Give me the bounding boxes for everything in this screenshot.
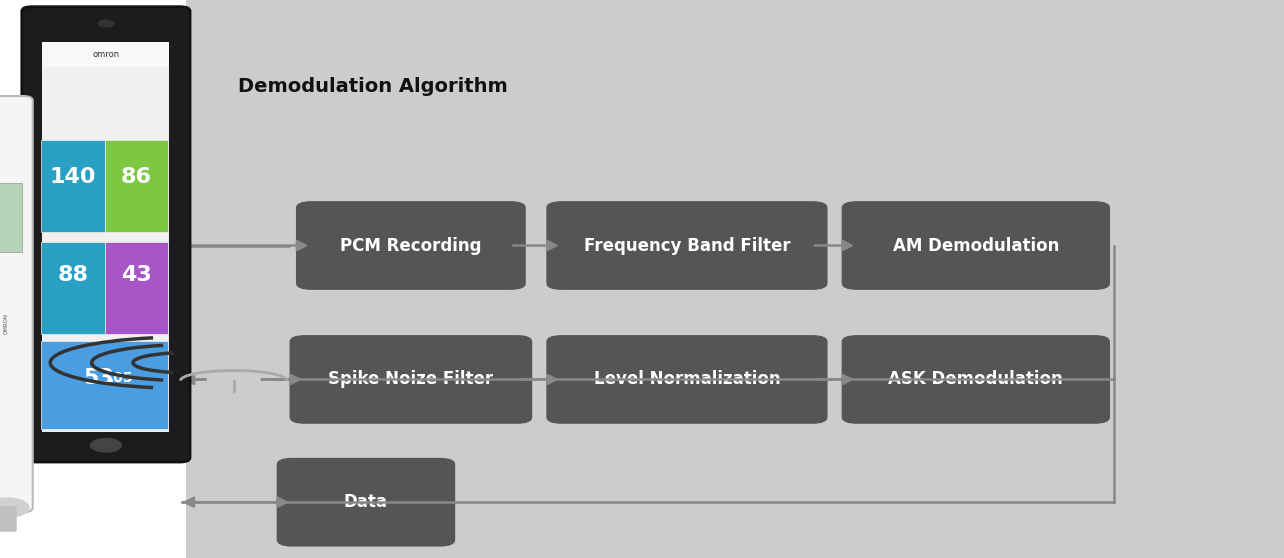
Text: Frequency Band Filter: Frequency Band Filter xyxy=(584,237,790,254)
FancyBboxPatch shape xyxy=(105,242,168,334)
Text: 53: 53 xyxy=(83,368,114,388)
FancyBboxPatch shape xyxy=(207,348,261,385)
FancyBboxPatch shape xyxy=(0,96,33,512)
Text: 140: 140 xyxy=(50,167,96,186)
Text: .05: .05 xyxy=(109,371,134,384)
Text: OMRON: OMRON xyxy=(4,313,9,334)
FancyBboxPatch shape xyxy=(42,42,169,432)
Text: Level Normalization: Level Normalization xyxy=(593,371,781,388)
FancyBboxPatch shape xyxy=(547,335,827,424)
Text: AM Demodulation: AM Demodulation xyxy=(892,237,1059,254)
Text: 86: 86 xyxy=(121,167,152,186)
Text: 88: 88 xyxy=(58,265,89,285)
FancyBboxPatch shape xyxy=(41,340,168,429)
Circle shape xyxy=(99,20,114,27)
Text: ASK Demodulation: ASK Demodulation xyxy=(889,371,1063,388)
FancyBboxPatch shape xyxy=(842,335,1109,424)
FancyBboxPatch shape xyxy=(547,201,827,290)
FancyBboxPatch shape xyxy=(105,140,168,232)
FancyBboxPatch shape xyxy=(22,7,190,462)
FancyBboxPatch shape xyxy=(289,335,532,424)
Text: Data: Data xyxy=(344,493,388,511)
Circle shape xyxy=(90,439,121,452)
Text: PCM Recording: PCM Recording xyxy=(340,237,482,254)
FancyBboxPatch shape xyxy=(842,201,1109,290)
FancyBboxPatch shape xyxy=(41,140,105,232)
FancyBboxPatch shape xyxy=(186,0,1284,558)
Circle shape xyxy=(0,498,30,518)
Text: 43: 43 xyxy=(121,265,152,285)
FancyBboxPatch shape xyxy=(276,458,455,547)
FancyBboxPatch shape xyxy=(41,242,105,334)
FancyBboxPatch shape xyxy=(42,42,169,67)
FancyBboxPatch shape xyxy=(0,506,17,532)
FancyBboxPatch shape xyxy=(295,201,526,290)
FancyBboxPatch shape xyxy=(0,183,23,252)
Text: Demodulation Algorithm: Demodulation Algorithm xyxy=(238,77,507,96)
Text: omron: omron xyxy=(92,50,119,59)
Text: Spike Noize Filter: Spike Noize Filter xyxy=(329,371,493,388)
